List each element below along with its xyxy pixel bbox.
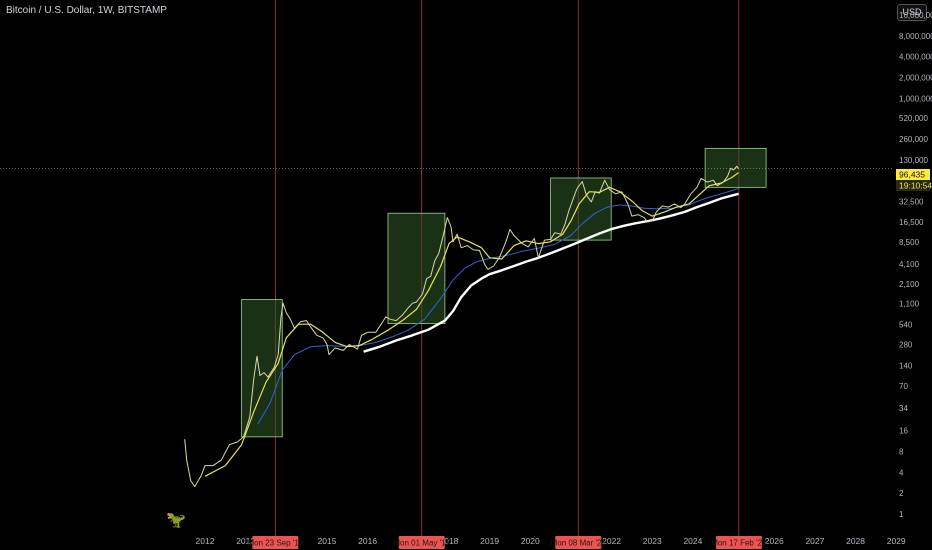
y-tick-label: 520,000 xyxy=(899,114,928,123)
y-tick-label: 70 xyxy=(899,382,908,391)
x-tick-label: 2022 xyxy=(602,536,621,546)
x-tick-label: 2013 xyxy=(236,536,255,546)
y-tick-label: 540 xyxy=(899,321,913,330)
x-tick-label: 2026 xyxy=(765,536,784,546)
y-tick-label: 4,100 xyxy=(899,260,920,269)
x-tick-label: 2018 xyxy=(439,536,458,546)
x-tick-label: 2012 xyxy=(196,536,215,546)
currency-button[interactable]: USD xyxy=(897,4,927,21)
cycle-box-1 xyxy=(387,212,446,325)
y-tick-label: 2,100 xyxy=(899,280,920,289)
y-tick-label: 8 xyxy=(899,447,904,456)
y-tick-label: 1,000,000 xyxy=(899,94,932,103)
ma-white-line xyxy=(363,192,739,353)
ma-blue-line xyxy=(257,188,739,425)
price-line xyxy=(184,165,739,487)
date-marker-label: Mon 17 Feb '25 xyxy=(711,539,767,548)
tradingview-logo-icon: 🦖 xyxy=(166,512,186,529)
date-marker-label-bg-1 xyxy=(398,536,445,549)
y-tick-label: 260,000 xyxy=(899,135,928,144)
x-tick-label: 2029 xyxy=(887,536,906,546)
date-marker-label-bg-2 xyxy=(555,536,602,549)
y-tick-label: 2,000,000 xyxy=(899,74,932,83)
y-tick-label: 8,500 xyxy=(899,238,920,247)
y-tick-label: 1 xyxy=(899,510,904,519)
date-marker-label-bg-0 xyxy=(252,536,299,549)
y-tick-label: 4 xyxy=(899,468,904,477)
x-tick-label: 2024 xyxy=(683,536,702,546)
price-tag: 96,435 xyxy=(899,170,925,180)
date-marker-label: Mon 23 Sep '13 xyxy=(247,539,303,548)
x-tick-label: 2023 xyxy=(643,536,662,546)
ma-yellow-line xyxy=(204,172,739,477)
countdown-tag-bg xyxy=(896,180,930,191)
y-tick-label: 280 xyxy=(899,340,913,349)
y-tick-label: 16 xyxy=(899,427,908,436)
y-tick-label: 16,500 xyxy=(899,218,924,227)
y-tick-label: 140 xyxy=(899,361,913,370)
date-marker-label: Mon 08 Mar '21 xyxy=(551,539,607,548)
x-tick-label: 2015 xyxy=(318,536,337,546)
x-tick-label: 2028 xyxy=(846,536,865,546)
y-tick-label: 16,000,000 xyxy=(899,11,932,20)
chart-title: Bitcoin / U.S. Dollar, 1W, BITSTAMP xyxy=(6,5,167,16)
y-tick-label: 2 xyxy=(899,489,904,498)
y-tick-label: 8,000,000 xyxy=(899,32,932,41)
date-marker-label-bg-3 xyxy=(715,536,762,549)
countdown-tag: 19:10:54 xyxy=(899,181,932,191)
y-tick-label: 4,000,000 xyxy=(899,53,932,62)
x-tick-label: 2019 xyxy=(480,536,499,546)
y-tick-label: 34 xyxy=(899,404,908,413)
x-tick-label: 2020 xyxy=(521,536,540,546)
x-tick-label: 2016 xyxy=(358,536,377,546)
y-tick-label: 130,000 xyxy=(899,156,928,165)
y-tick-label: 32,500 xyxy=(899,197,924,206)
date-marker-label: Mon 01 May '17 xyxy=(393,539,450,548)
price-tag-bg xyxy=(896,169,930,180)
x-tick-label: 2027 xyxy=(805,536,824,546)
y-tick-label: 1,100 xyxy=(899,299,920,308)
